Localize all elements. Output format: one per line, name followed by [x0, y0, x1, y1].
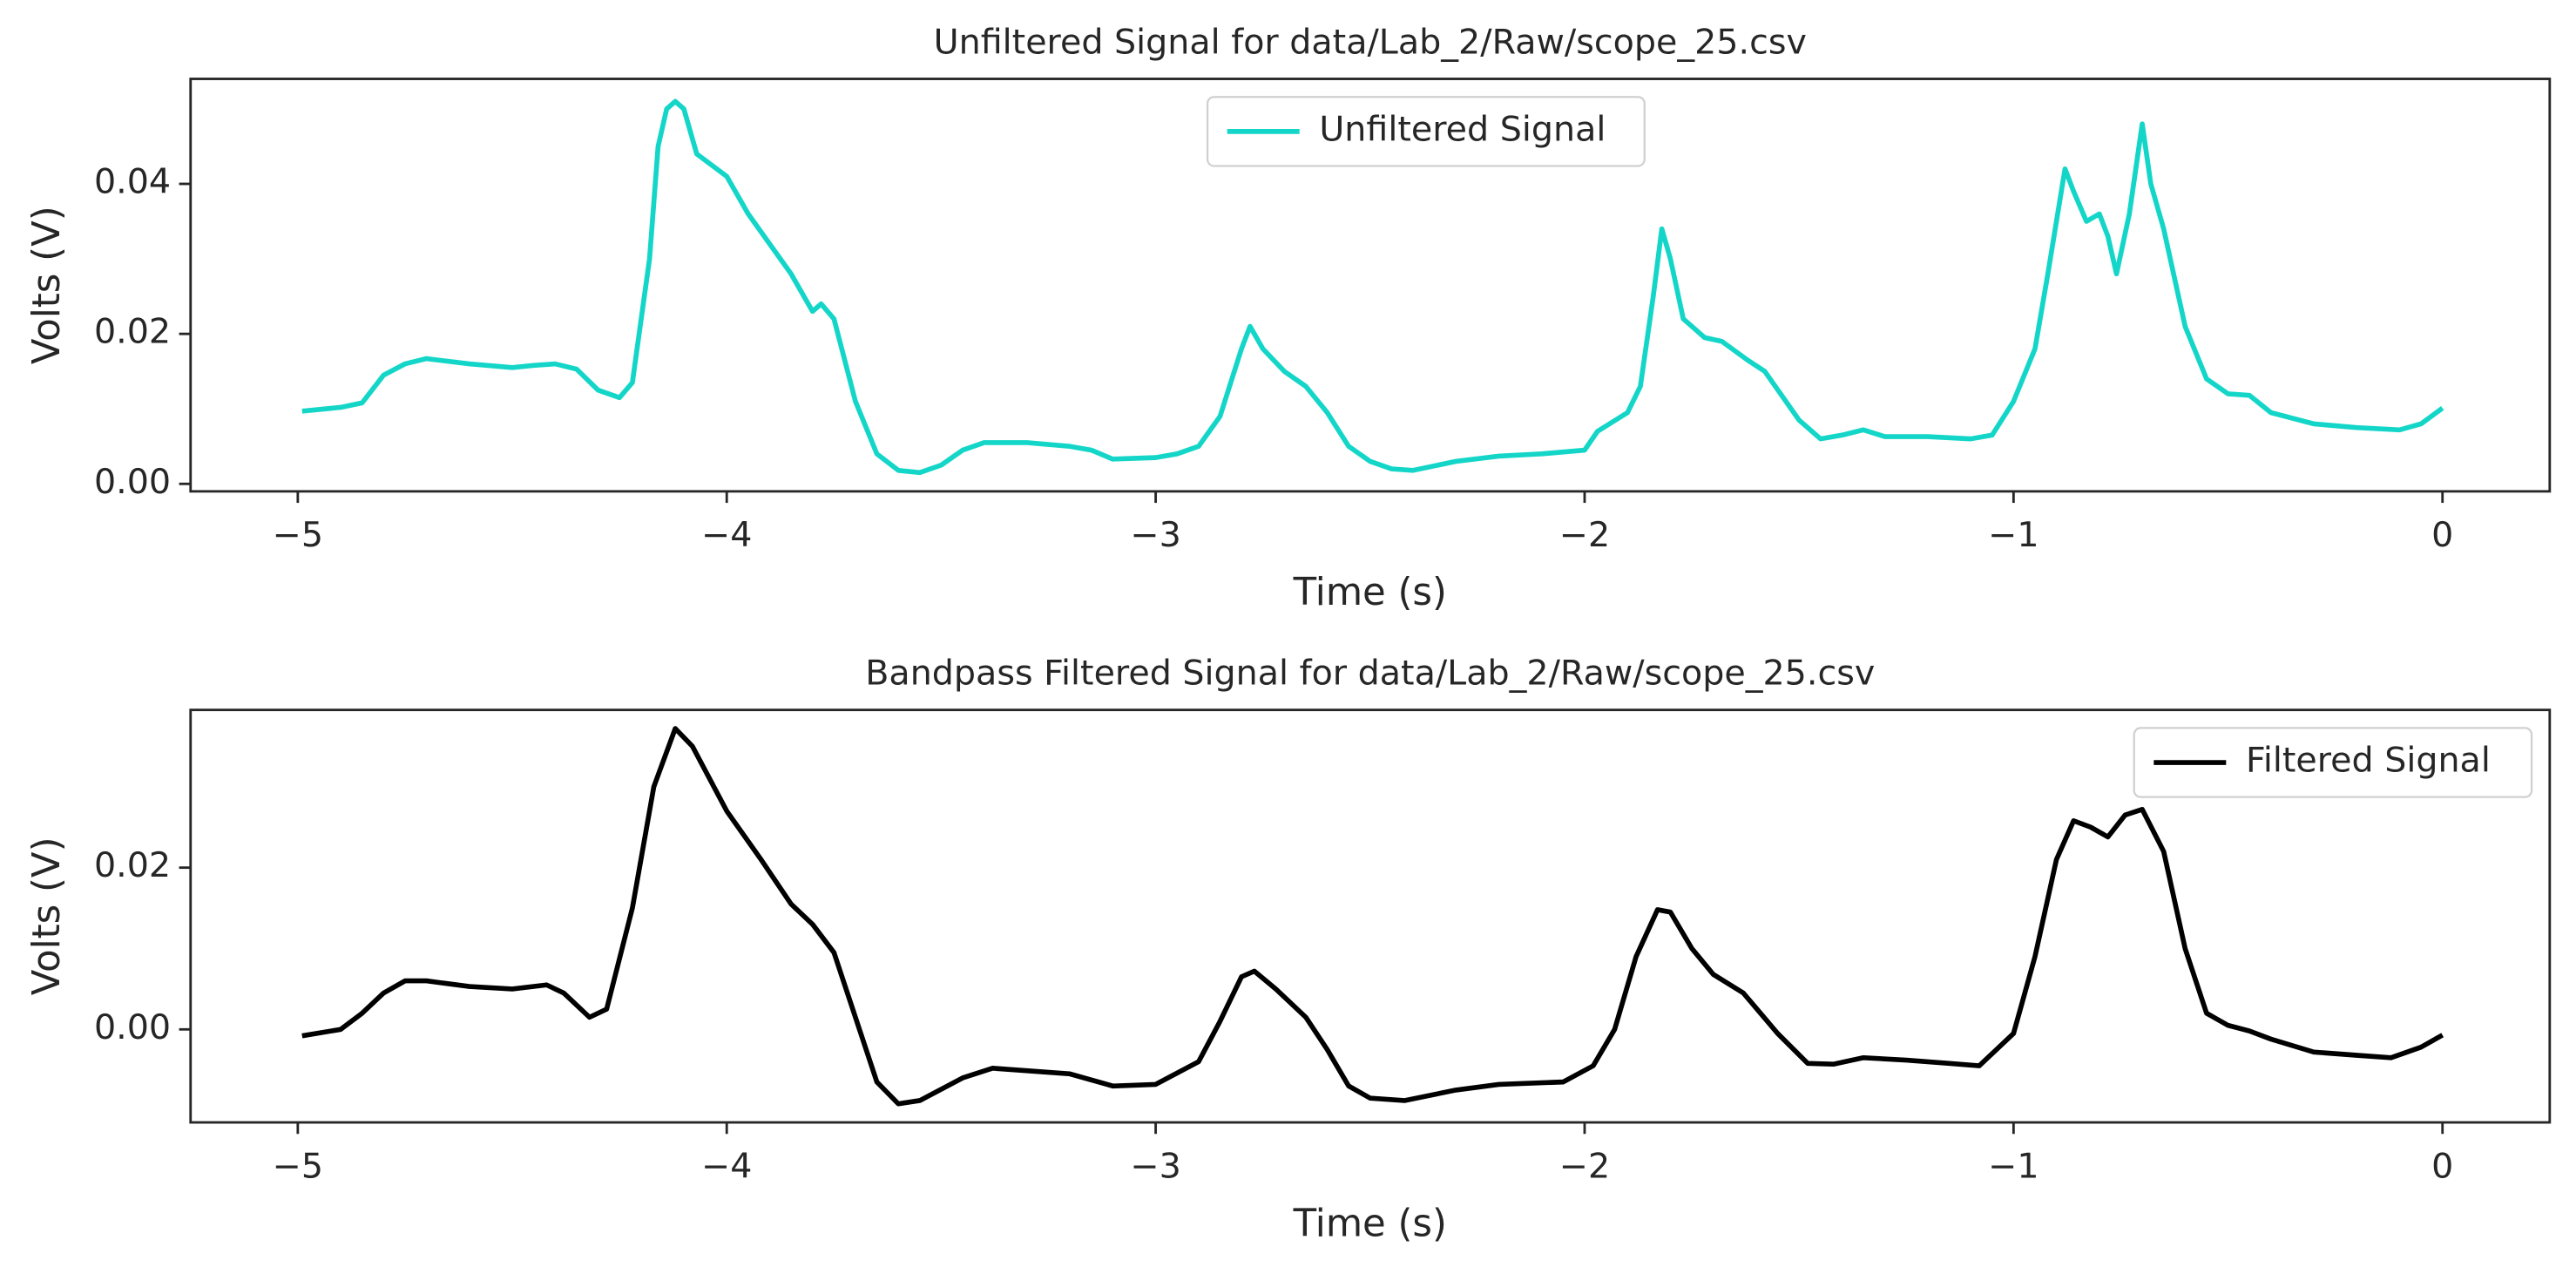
y-tick-label: 0.04 — [94, 162, 171, 202]
x-tick-label: −1 — [1988, 1146, 2038, 1186]
legend-box — [2133, 727, 2533, 798]
chart-title: Bandpass Filtered Signal for data/Lab_2/… — [865, 654, 1875, 694]
x-axis-label: Time (s) — [1293, 1202, 1447, 1245]
x-tick-label: −2 — [1559, 1146, 1610, 1186]
y-tick-label: 0.00 — [94, 1007, 171, 1047]
x-tick-label: −1 — [1988, 515, 2038, 555]
x-tick-label: −4 — [701, 1146, 752, 1186]
plot-frame — [189, 708, 2552, 1124]
x-tick-label: −3 — [1130, 1146, 1180, 1186]
x-tick-label: −4 — [701, 515, 752, 555]
y-tick-label: 0.02 — [94, 845, 171, 885]
legend-label: Unfiltered Signal — [1319, 109, 1606, 149]
y-tick-label: 0.02 — [94, 312, 171, 352]
x-tick-label: −5 — [273, 1146, 323, 1186]
x-tick-label: −2 — [1559, 515, 1610, 555]
x-tick-label: −3 — [1130, 515, 1180, 555]
x-tick-label: −5 — [273, 515, 323, 555]
chart-title: Unfiltered Signal for data/Lab_2/Raw/sco… — [934, 22, 1807, 62]
y-axis-label: Volts (V) — [25, 837, 69, 995]
x-tick-label: 0 — [2431, 515, 2453, 555]
x-axis-label: Time (s) — [1293, 571, 1447, 614]
line — [301, 98, 2444, 476]
y-tick-label: 0.00 — [94, 462, 171, 502]
plot-frame — [189, 78, 2552, 493]
x-tick-label: 0 — [2431, 1146, 2453, 1186]
y-axis-label: Volts (V) — [25, 206, 69, 364]
line — [301, 726, 2444, 1107]
legend-box — [1206, 96, 1646, 167]
legend-label: Filtered Signal — [2246, 741, 2491, 781]
